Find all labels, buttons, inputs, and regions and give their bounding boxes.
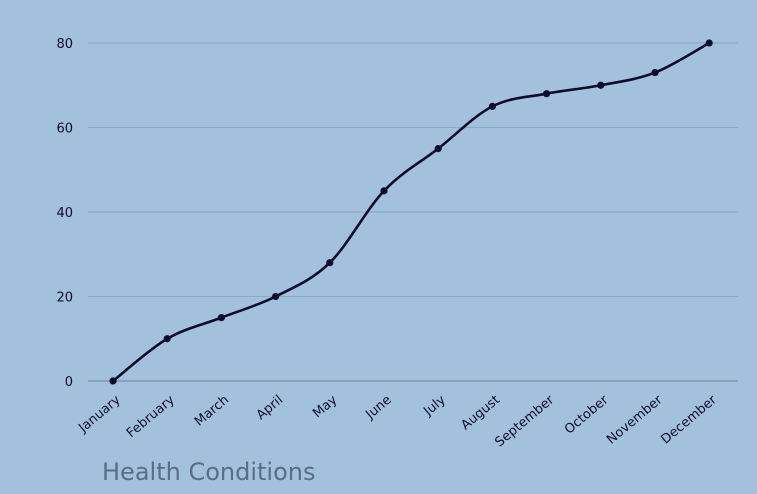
y-tick-label: 0 bbox=[65, 375, 73, 390]
x-tick-label: February bbox=[124, 392, 178, 441]
x-tick-label: November bbox=[604, 392, 666, 447]
data-point bbox=[434, 145, 442, 153]
data-point bbox=[597, 81, 605, 89]
x-tick-label: January bbox=[75, 392, 123, 436]
x-tick-label: July bbox=[420, 392, 449, 419]
x-tick-label: August bbox=[458, 393, 502, 434]
x-tick-label: March bbox=[192, 393, 232, 430]
y-axis-ticks: 0 20 40 60 80 bbox=[56, 37, 73, 390]
gridlines bbox=[88, 42, 738, 382]
data-point bbox=[272, 292, 280, 301]
data-point bbox=[488, 102, 496, 110]
data-point bbox=[217, 314, 225, 322]
x-tick-label: June bbox=[362, 393, 394, 423]
data-point bbox=[380, 187, 388, 195]
y-tick-label: 20 bbox=[56, 291, 73, 306]
x-tick-label: April bbox=[254, 393, 286, 424]
data-point bbox=[543, 90, 551, 98]
y-tick-label: 60 bbox=[56, 122, 73, 137]
y-tick-label: 80 bbox=[56, 37, 73, 52]
x-tick-label: December bbox=[658, 392, 720, 447]
x-axis-ticks: January February March April May June July Augu… bbox=[75, 392, 720, 450]
x-tick-label: May bbox=[310, 392, 340, 421]
data-point bbox=[109, 377, 117, 385]
chart-title: Health Conditions bbox=[102, 458, 316, 486]
y-tick-label: 40 bbox=[56, 206, 73, 221]
data-point bbox=[326, 259, 334, 267]
data-point bbox=[651, 68, 659, 77]
x-tick-label: September bbox=[492, 392, 557, 450]
data-point bbox=[163, 335, 171, 343]
data-point bbox=[705, 39, 713, 47]
data-points bbox=[109, 39, 713, 385]
x-tick-label: October bbox=[562, 392, 612, 437]
